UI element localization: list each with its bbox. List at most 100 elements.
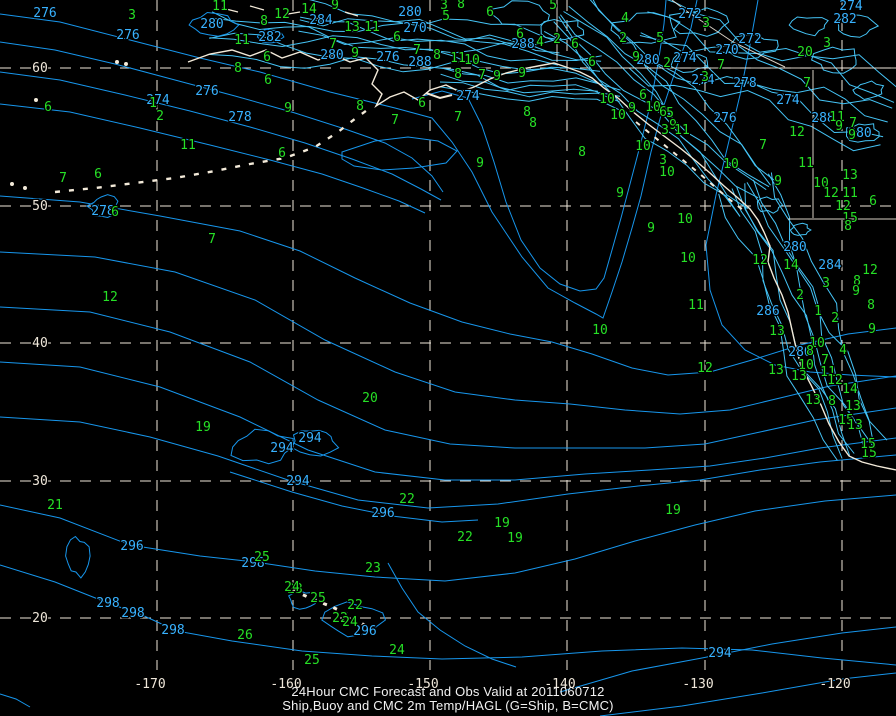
station-value: 13 — [768, 363, 784, 378]
contour-label: 284 — [818, 258, 842, 273]
closed-isotherm-loop — [291, 429, 340, 457]
closed-isotherm-loop — [610, 12, 681, 44]
station-value: 11 — [798, 156, 814, 171]
station-value: 11 — [688, 298, 704, 313]
station-value: 9 — [628, 101, 636, 116]
station-value: 8 — [828, 394, 836, 409]
contour-label: 274 — [776, 93, 800, 108]
station-value: 13 — [842, 168, 858, 183]
station-value: 7 — [454, 110, 462, 125]
lon-tick-label: -140 — [544, 677, 575, 692]
station-value: 5 — [442, 9, 450, 24]
station-value: 13 — [847, 418, 863, 433]
station-value: 7 — [413, 43, 421, 58]
station-value: 5 — [666, 106, 674, 121]
coastline — [10, 5, 896, 632]
station-value: 13 — [805, 393, 821, 408]
station-value: 8 — [356, 99, 364, 114]
island-dot — [124, 62, 128, 66]
station-value: 3 — [701, 70, 709, 85]
station-value: 8 — [523, 105, 531, 120]
station-value: 9 — [852, 284, 860, 299]
station-value: 9 — [848, 128, 856, 143]
station-value: 24 — [389, 643, 405, 658]
station-value: 22 — [347, 598, 363, 613]
contour-label: 280 — [636, 53, 659, 68]
station-value: 25 — [304, 653, 320, 668]
station-value: 9 — [774, 174, 782, 189]
station-value: 9 — [868, 322, 876, 337]
station-value: 2 — [831, 311, 839, 326]
station-value: 14 — [301, 2, 317, 17]
axis-tick-labels: 60 50 40 30 20 -170 -160 -150 -140 -130 -120 — [31, 60, 852, 693]
station-value: 23 — [287, 582, 303, 597]
station-value: 8 — [867, 298, 875, 313]
dense-isotherm — [209, 32, 600, 84]
closed-isotherm-loop — [256, 28, 285, 44]
station-value: 22 — [457, 530, 473, 545]
station-value: 24 — [284, 580, 300, 595]
map-title-line-1: 24Hour CMC Forecast and Obs Valid at 201… — [291, 684, 605, 699]
station-value: 3 — [659, 153, 667, 168]
station-value: 2 — [553, 32, 561, 47]
contour-label: 288 — [511, 37, 534, 52]
station-value: 3 — [822, 276, 830, 291]
closed-isotherm-loop — [668, 7, 730, 37]
lat-tick-label: 30 — [32, 474, 48, 489]
lon-tick-label: -170 — [134, 677, 165, 692]
coast-aleutians — [54, 107, 371, 194]
station-value: 8 — [433, 48, 441, 63]
station-value: 9 — [493, 69, 501, 84]
station-value: 10 — [798, 358, 814, 373]
dense-isotherm — [209, 35, 601, 75]
station-value: 10 — [677, 212, 693, 227]
station-value: 7 — [478, 68, 486, 83]
island-dot — [115, 60, 119, 64]
dense-isotherm — [568, 5, 770, 188]
isotherm — [599, 672, 896, 716]
contour-label: 288 — [811, 111, 834, 126]
contour-label: 272 — [738, 32, 761, 47]
station-value: 9 — [476, 156, 484, 171]
station-value: 11 — [820, 365, 836, 380]
station-value: 23 — [365, 561, 381, 576]
lat-tick-label: 40 — [32, 336, 48, 351]
station-value: 19 — [665, 503, 681, 518]
station-value: 3 — [128, 8, 136, 23]
closed-isotherm-loop — [810, 46, 857, 74]
station-value: 7 — [208, 232, 216, 247]
station-value: 19 — [195, 420, 211, 435]
station-value: 14 — [842, 382, 858, 397]
station-value: 13 — [791, 369, 807, 384]
latlon-grid — [0, 0, 896, 670]
contour-label: 296 — [353, 624, 376, 639]
station-value: 8 — [234, 61, 242, 76]
station-value: 10 — [635, 139, 651, 154]
station-value: 10 — [809, 336, 825, 351]
station-value: 15 — [860, 437, 876, 452]
dense-isotherm — [211, 11, 602, 62]
dense-isotherm — [207, 53, 599, 94]
closed-isotherm-loop — [756, 196, 784, 214]
dense-isotherm — [767, 173, 875, 446]
station-value: 8 — [529, 116, 537, 131]
station-value: 6 — [418, 96, 426, 111]
contour-label: 296 — [371, 506, 394, 521]
station-value: 8 — [578, 145, 586, 160]
contour-label: 278 — [228, 110, 251, 125]
lon-tick-label: -150 — [407, 677, 438, 692]
isotherm — [559, 626, 896, 693]
station-value: 19 — [507, 531, 523, 546]
dense-isotherm — [440, 73, 621, 97]
closed-isotherm-loop — [230, 428, 294, 465]
dense-isotherm — [558, 16, 748, 210]
station-value: 22 — [332, 611, 348, 626]
station-value: 6 — [869, 194, 877, 209]
contour-label: 274 — [673, 51, 697, 66]
isotherm — [0, 306, 896, 449]
isotherm — [411, 0, 667, 292]
isotherm — [0, 251, 896, 415]
station-value: 10 — [592, 323, 608, 338]
station-value: 2 — [156, 109, 164, 124]
